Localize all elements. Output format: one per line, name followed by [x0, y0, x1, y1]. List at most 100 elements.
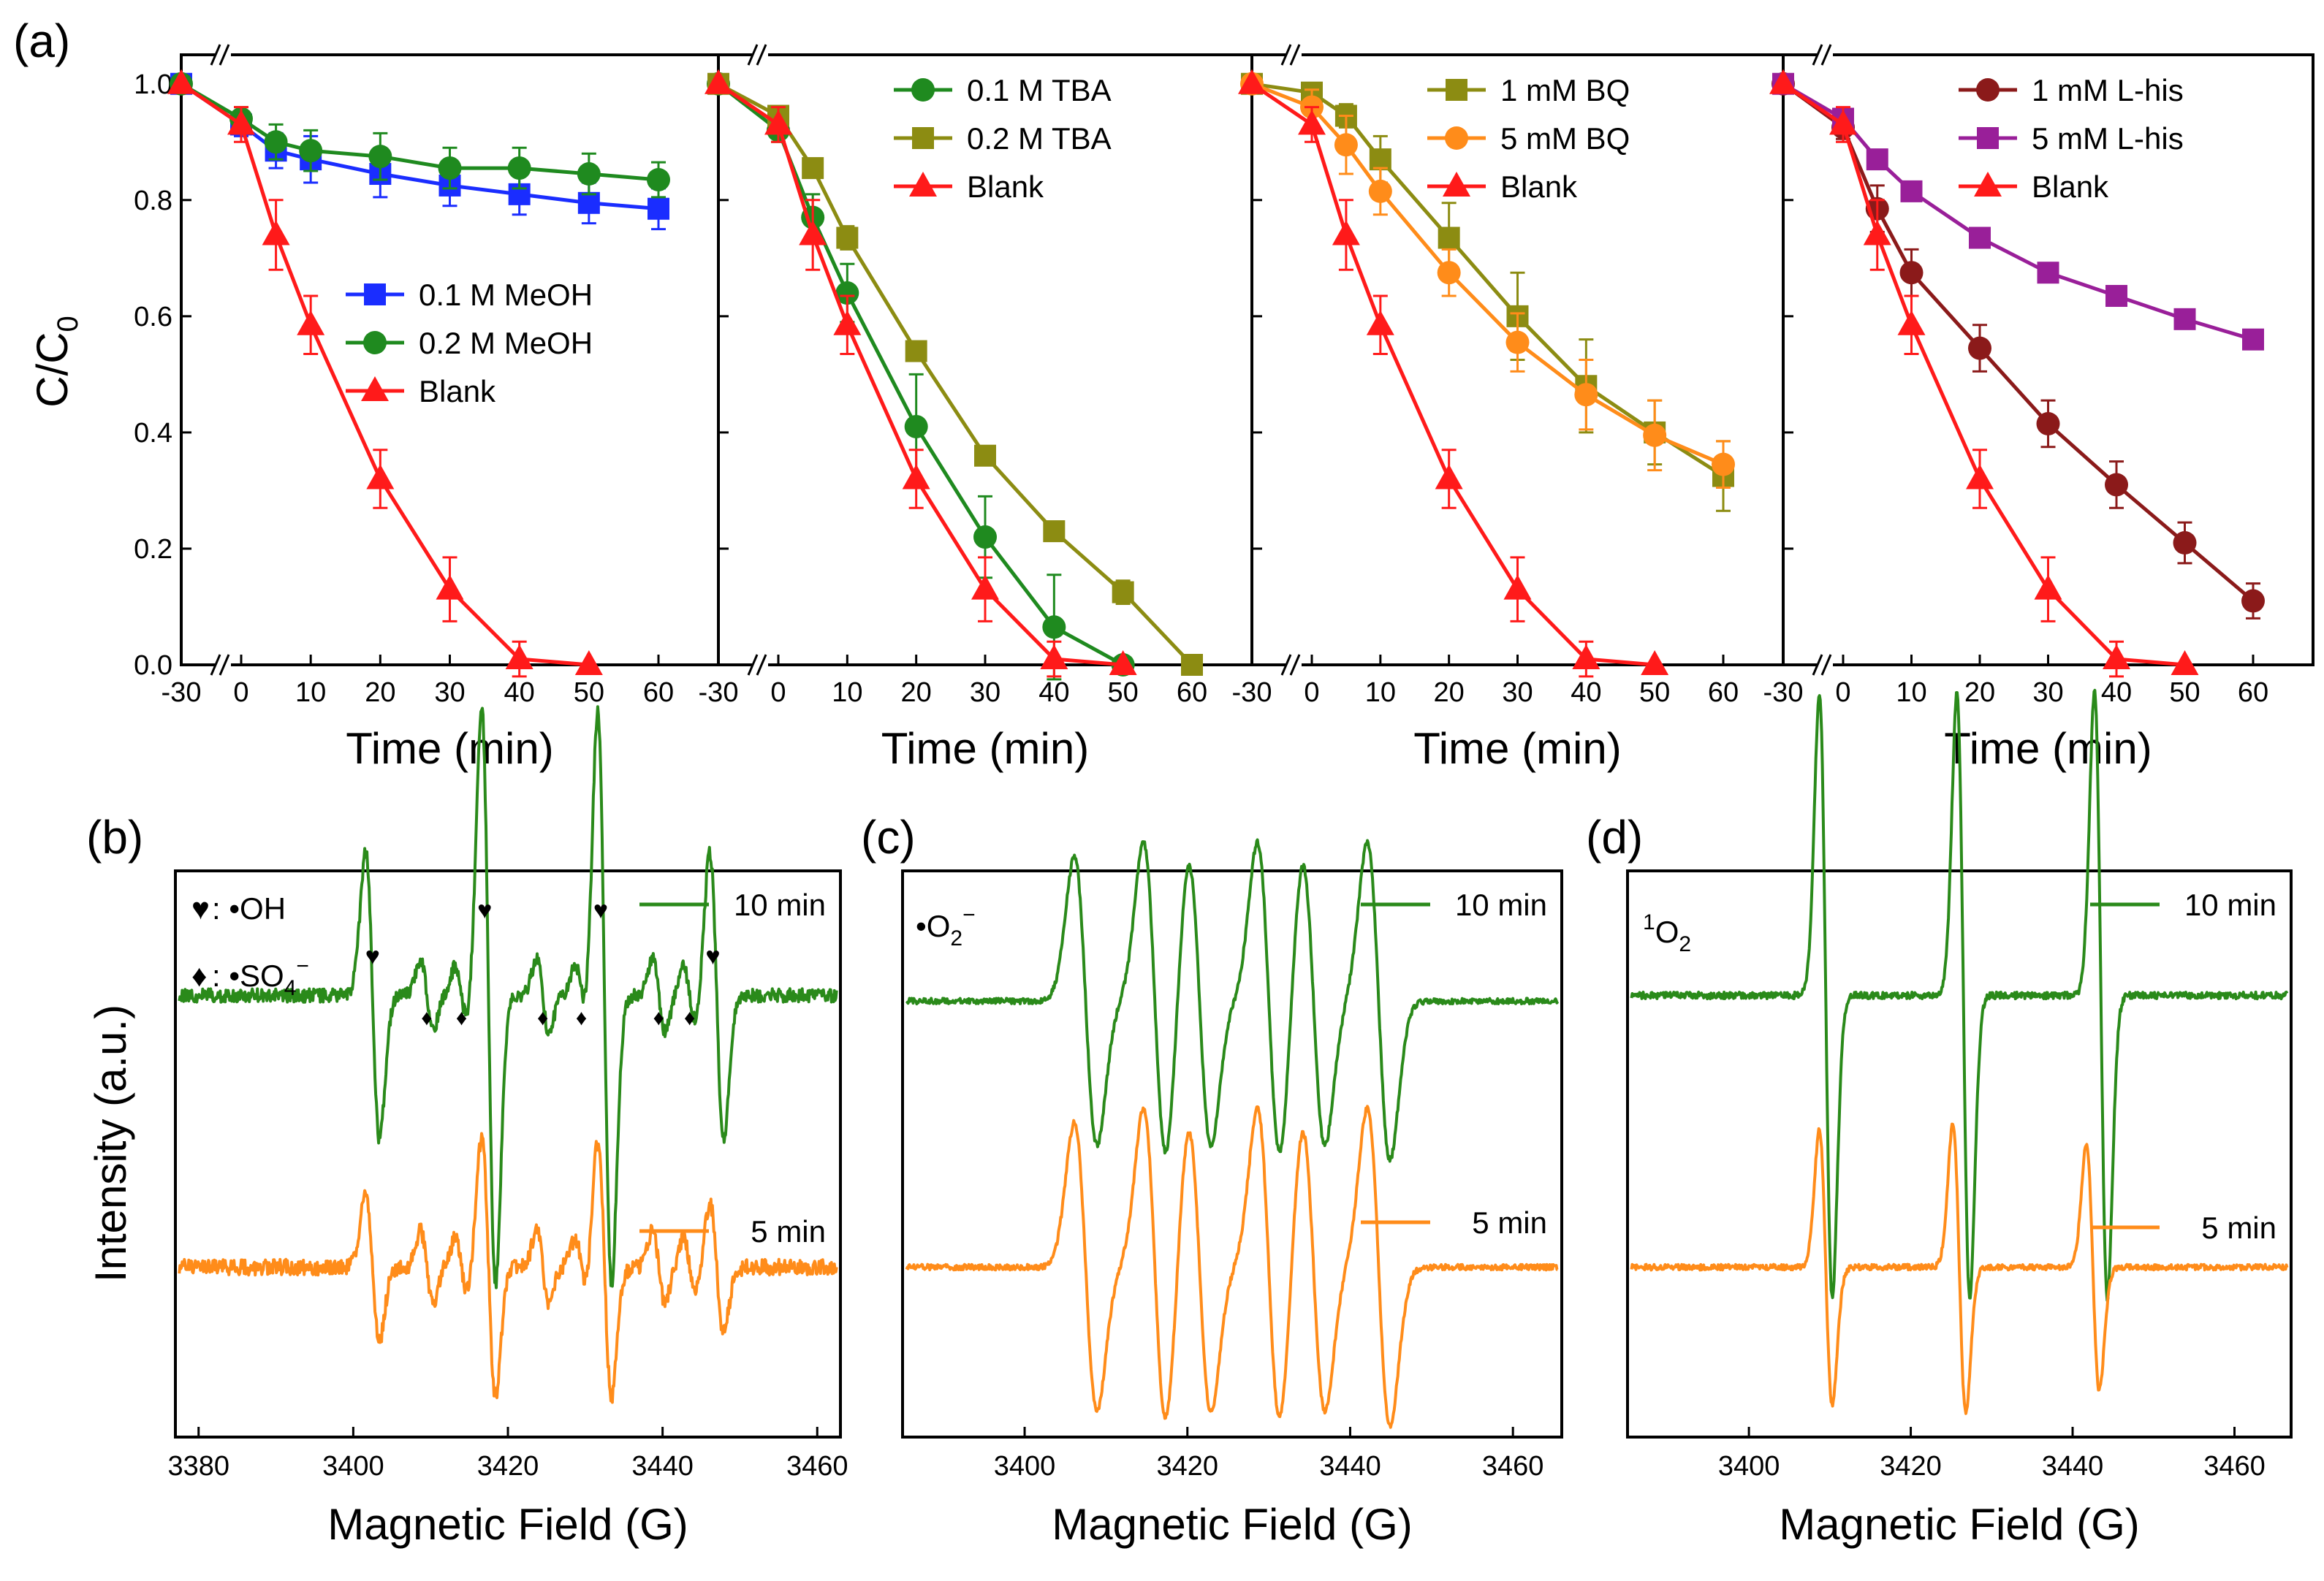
data-point [705, 69, 732, 94]
data-point [1505, 330, 1530, 354]
kinetics-subplot-3: -30 0 10 20 30 40 50 60 Time (min) 1 mM BQ 5 mM BQ… [1232, 44, 1785, 773]
x-tick-label: 40 [504, 677, 535, 708]
data-point [973, 525, 997, 549]
legend-label: 0.2 M TBA [967, 121, 1112, 156]
data-point [1369, 148, 1391, 171]
superoxide-label: •O2− [916, 903, 976, 950]
x-tick-label: 3440 [1319, 1451, 1381, 1482]
x-tick-label: 60 [2238, 677, 2268, 708]
axis-break-mark-top [1280, 44, 1292, 66]
plot-frame [901, 869, 1563, 1439]
data-point [1503, 574, 1532, 600]
plot-frame [174, 869, 842, 1439]
axis-break-mark-bottom [1280, 654, 1292, 676]
series-line [1782, 82, 2185, 667]
data-point [438, 156, 462, 180]
data-point [2171, 650, 2199, 675]
x-tick-label: 30 [970, 677, 1000, 708]
x-axis-title: Time (min) [881, 724, 1089, 773]
data-point [507, 156, 531, 180]
data-point [802, 157, 824, 180]
data-point [1438, 226, 1460, 249]
data-point [1966, 464, 1994, 489]
data-point [799, 220, 827, 245]
legend: 0.1 M MeOH 0.2 M MeOH Blank [346, 278, 593, 408]
spectrum-5-min [1630, 1122, 2289, 1415]
panel-a: (a) -30 0 10 20 30 40 50 60 0.0 0.2 0.4 0.6 0.8 1.0 Tim… [13, 15, 2314, 773]
x-tick-label: 0 [1304, 677, 1319, 708]
x-tick-label: 60 [1708, 677, 1739, 708]
panel-c: (c) 3400 3420 3440 3460 Magnetic Field (G) 10 … [861, 811, 1563, 1549]
data-point [1042, 615, 1066, 639]
spectrum-5-min [905, 1105, 1559, 1429]
x-tick-label: 60 [1177, 677, 1207, 708]
oh-legend-label: : •OH [212, 891, 286, 926]
data-point [971, 574, 999, 600]
x-tick-label: 3420 [477, 1451, 539, 1482]
x-tick-label: -30 [162, 677, 202, 708]
y-tick-label: 1.0 [134, 69, 172, 100]
superoxide-label-main: •O [916, 909, 950, 943]
data-point [833, 310, 862, 335]
y-axis-title-a: C/C0 [28, 316, 84, 408]
x-axis-title: Magnetic Field (G) [327, 1500, 688, 1549]
axis-break-gap-top [1817, 49, 1833, 61]
axis-break-mark-bottom [747, 654, 759, 676]
data-point [167, 69, 195, 94]
axis-break-gap-top [1286, 49, 1302, 61]
data-point [2242, 328, 2264, 351]
axis-break-mark-top [1812, 44, 1823, 66]
x-tick-label: 40 [1038, 677, 1069, 708]
x-tick-label: 0 [233, 677, 248, 708]
x-tick-label: 3380 [167, 1451, 229, 1482]
legend-label: 5 min [1472, 1205, 1547, 1240]
x-tick-label: 20 [901, 677, 932, 708]
x-tick-label: 3460 [1482, 1451, 1544, 1482]
axis-break-gap-top [752, 49, 768, 61]
data-point [1712, 452, 1735, 476]
x-tick-label: 30 [2032, 677, 2063, 708]
so4-legend-subscript: 4 [284, 976, 297, 1000]
y-tick-label: 0.0 [134, 650, 172, 681]
oh-legend-heart: ♥ [191, 891, 210, 926]
x-tick-label: 20 [1434, 677, 1465, 708]
legend-label: 1 mM BQ [1500, 73, 1630, 107]
spectrum-5-min [178, 1132, 838, 1404]
so4-peak-marker: ♦ [576, 1006, 587, 1030]
data-point [647, 167, 670, 191]
x-tick-label: 30 [1502, 677, 1533, 708]
legend-label: Blank [2032, 169, 2109, 204]
oh-peak-marker: ♥ [705, 942, 720, 970]
data-point [836, 226, 859, 249]
data-point [1366, 310, 1394, 335]
data-point [1969, 226, 1991, 249]
x-tick-label: 60 [643, 677, 674, 708]
legend-marker [1974, 172, 2002, 197]
x-tick-label: 30 [434, 677, 465, 708]
kinetics-subplot-1: -30 0 10 20 30 40 50 60 0.0 0.2 0.4 0.6 0.8 1.0 Time (… [134, 44, 720, 773]
y-tick-label: 0.8 [134, 186, 172, 216]
y-axis-title-subscript: 0 [52, 316, 84, 332]
x-tick-label: -30 [1763, 677, 1804, 708]
x-tick-label: 50 [1639, 677, 1670, 708]
data-point [2103, 644, 2130, 670]
x-tick-label: 40 [1571, 677, 1601, 708]
legend-marker [1977, 127, 1999, 149]
so4-peak-marker: ♦ [537, 1006, 548, 1030]
series-line [180, 82, 659, 211]
data-point [1863, 220, 1891, 245]
legend-marker [364, 283, 386, 305]
panel-label-b: (b) [86, 811, 143, 864]
axis-break-mark-bottom [1820, 654, 1832, 676]
legend: 1 mM BQ 5 mM BQ Blank [1427, 73, 1630, 204]
singlet-oxygen-subscript: 2 [1679, 932, 1691, 956]
series-blank [705, 69, 1137, 678]
x-tick-label: 3400 [994, 1451, 1056, 1482]
data-point [1897, 310, 1926, 335]
axis-break-mark-bottom [210, 654, 221, 676]
data-point [577, 191, 600, 214]
x-tick-label: 3420 [1880, 1451, 1942, 1482]
y-tick-label: 0.6 [134, 302, 172, 332]
oh-peak-marker: ♥ [365, 942, 380, 970]
legend-label: 1 mM L-his [2032, 73, 2184, 107]
